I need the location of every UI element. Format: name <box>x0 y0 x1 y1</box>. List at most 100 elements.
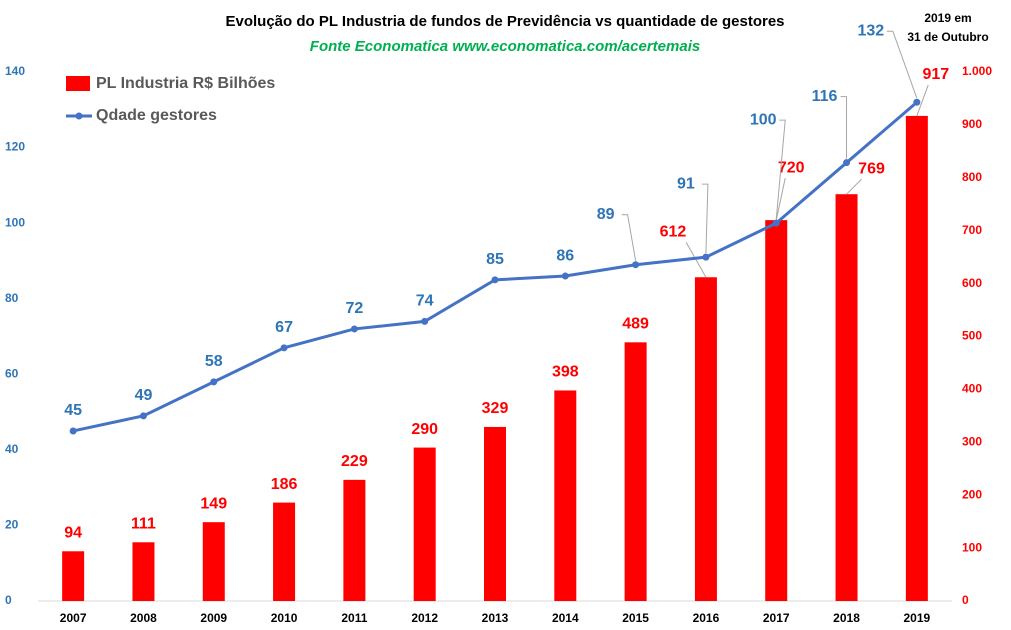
y2-tick-label: 200 <box>962 487 982 501</box>
bar <box>62 551 85 601</box>
line-label: 85 <box>486 251 504 268</box>
y2-tick-label: 700 <box>962 223 982 237</box>
x-tick-label: 2018 <box>833 611 860 625</box>
chart-title: Evolução do PL Industria de fundos de Pr… <box>225 13 784 30</box>
x-tick-label: 2008 <box>130 611 157 625</box>
leader-line <box>916 84 929 117</box>
bar-label: 229 <box>341 453 368 470</box>
y2-tick-label: 300 <box>962 434 982 448</box>
line-point <box>350 325 358 333</box>
line-point <box>772 219 780 227</box>
leader-line <box>886 30 918 99</box>
line-label: 58 <box>205 353 223 370</box>
leader-line <box>701 183 709 254</box>
annotation: 31 de Outubro <box>907 30 988 44</box>
bar-label: 94 <box>64 524 82 541</box>
chart-subtitle: Fonte Economatica www.economatica.com/ac… <box>310 38 700 55</box>
line-point <box>843 159 851 167</box>
bar-label: 917 <box>922 66 949 83</box>
legend-label: PL Industria R$ Bilhões <box>96 75 275 92</box>
x-tick-label: 2009 <box>200 611 227 625</box>
line-label: 86 <box>556 247 574 264</box>
y2-tick-label: 400 <box>962 382 982 396</box>
y-tick-label: 80 <box>5 291 19 305</box>
bar-label: 398 <box>552 364 579 381</box>
y-tick-label: 60 <box>5 366 19 380</box>
leader-line <box>685 242 707 278</box>
x-tick-label: 2015 <box>622 611 649 625</box>
leader-line <box>775 119 786 220</box>
y2-tick-label: 0 <box>962 593 969 607</box>
bar <box>273 502 296 601</box>
x-tick-label: 2011 <box>341 611 367 625</box>
line-point <box>702 253 710 261</box>
line-label: 116 <box>812 88 838 105</box>
leader-line <box>775 178 786 221</box>
leader-line <box>846 178 862 195</box>
bar <box>132 542 155 601</box>
bar-label: 186 <box>271 476 298 493</box>
bar-label: 290 <box>411 421 438 438</box>
line-label: 132 <box>857 22 884 39</box>
line-point <box>69 427 77 435</box>
line-point <box>139 412 147 420</box>
bar <box>835 194 858 601</box>
y-tick-label: 140 <box>5 64 25 78</box>
y-tick-label: 0 <box>5 593 12 607</box>
line-point <box>421 317 429 325</box>
y2-tick-label: 500 <box>962 329 982 343</box>
y2-tick-label: 100 <box>962 540 982 554</box>
bar <box>343 479 366 601</box>
x-tick-label: 2012 <box>411 611 438 625</box>
y2-tick-label: 600 <box>962 276 982 290</box>
legend-swatch <box>75 112 83 120</box>
line-label: 89 <box>597 206 615 223</box>
bar-label: 612 <box>660 223 687 240</box>
line-point <box>491 276 499 284</box>
bar-label: 149 <box>200 495 227 512</box>
line-label: 100 <box>750 111 777 128</box>
bar-label: 111 <box>131 515 156 532</box>
line-point <box>913 98 921 106</box>
line-point <box>280 344 288 352</box>
legend-label: Qdade gestores <box>96 107 217 124</box>
line-point <box>561 272 569 280</box>
leader-line <box>840 96 848 159</box>
line-point <box>210 378 218 386</box>
y-tick-label: 120 <box>5 140 25 154</box>
bar <box>624 342 647 601</box>
bar <box>765 220 788 601</box>
leader-line <box>621 214 637 261</box>
bar <box>202 522 225 601</box>
line-label: 91 <box>677 175 695 192</box>
y-tick-label: 20 <box>5 518 19 532</box>
bar <box>905 115 928 602</box>
line-label: 49 <box>135 387 153 404</box>
bar <box>484 426 506 601</box>
y2-tick-label: 900 <box>962 117 982 131</box>
x-tick-label: 2014 <box>552 611 579 625</box>
y2-tick-label: 800 <box>962 170 982 184</box>
bar-label: 489 <box>622 316 649 333</box>
bar <box>554 390 577 601</box>
x-tick-label: 2019 <box>903 611 930 625</box>
bar-label: 720 <box>778 159 805 176</box>
x-tick-label: 2017 <box>763 611 790 625</box>
annotation: 2019 em <box>924 11 971 25</box>
y-tick-label: 40 <box>5 442 19 456</box>
x-tick-label: 2013 <box>482 611 509 625</box>
legend-swatch <box>66 76 90 91</box>
line-label: 67 <box>275 319 293 336</box>
y-tick-label: 100 <box>5 215 25 229</box>
line-label: 74 <box>416 293 434 310</box>
y2-tick-label: 1.000 <box>962 64 992 78</box>
x-tick-label: 2016 <box>693 611 720 625</box>
bar <box>694 277 717 601</box>
line-point <box>632 261 640 269</box>
bar-label: 769 <box>858 160 885 177</box>
line-label: 45 <box>64 402 82 419</box>
bar <box>413 447 436 601</box>
x-tick-label: 2007 <box>60 611 87 625</box>
line-label: 72 <box>345 300 363 317</box>
